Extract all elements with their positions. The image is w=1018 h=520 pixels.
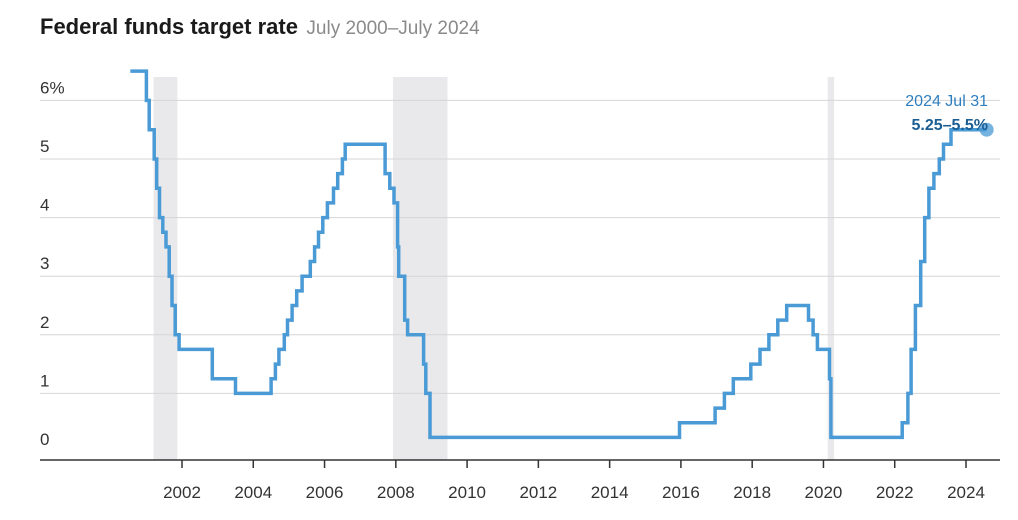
y-tick-label: 1	[40, 371, 49, 390]
series-line-0	[130, 69, 987, 440]
y-tick-label: 3	[40, 254, 49, 273]
series-layer	[130, 69, 987, 440]
x-tick-label: 2018	[733, 483, 771, 502]
x-tick-label: 2016	[662, 483, 700, 502]
x-tick-label: 2010	[448, 483, 486, 502]
chart-title-row: Federal funds target rate July 2000–July…	[40, 14, 480, 40]
gridlines	[40, 99, 1000, 461]
x-axis-ticks: 2002 2004 2006 2008 2010 2012 2014 2016 2018 2020…	[163, 460, 985, 502]
annotation-date: 2024 Jul 31	[905, 93, 988, 110]
chart-subtitle: July 2000–July 2024	[306, 18, 480, 39]
annotation-value: 5.25–5.5%	[911, 117, 988, 134]
x-tick-label: 2012	[519, 483, 557, 502]
recession-band-0	[153, 77, 178, 460]
x-tick-label: 2002	[163, 483, 201, 502]
y-axis-ticks: 0 1 2 3 4 5 6%	[40, 78, 65, 449]
x-tick-label: 2008	[377, 483, 415, 502]
x-tick-label: 2024	[947, 483, 985, 502]
y-tick-label: 4	[40, 196, 49, 215]
recession-bands	[153, 77, 835, 460]
x-tick-label: 2004	[234, 483, 272, 502]
x-tick-label: 2022	[876, 483, 914, 502]
y-tick-label: 2	[40, 313, 49, 332]
x-tick-label: 2006	[306, 483, 344, 502]
chart-title: Federal funds target rate	[40, 14, 298, 39]
x-tick-label: 2020	[805, 483, 843, 502]
recession-band-2	[827, 77, 835, 460]
x-tick-label: 2014	[591, 483, 629, 502]
annotation: 2024 Jul 31 5.25–5.5%	[905, 93, 994, 137]
y-tick-label: 0	[40, 430, 49, 449]
recession-band-1	[392, 77, 448, 460]
y-tick-label: 5	[40, 137, 49, 156]
y-tick-label: 6%	[40, 78, 65, 97]
endpoint-marker	[979, 122, 994, 137]
